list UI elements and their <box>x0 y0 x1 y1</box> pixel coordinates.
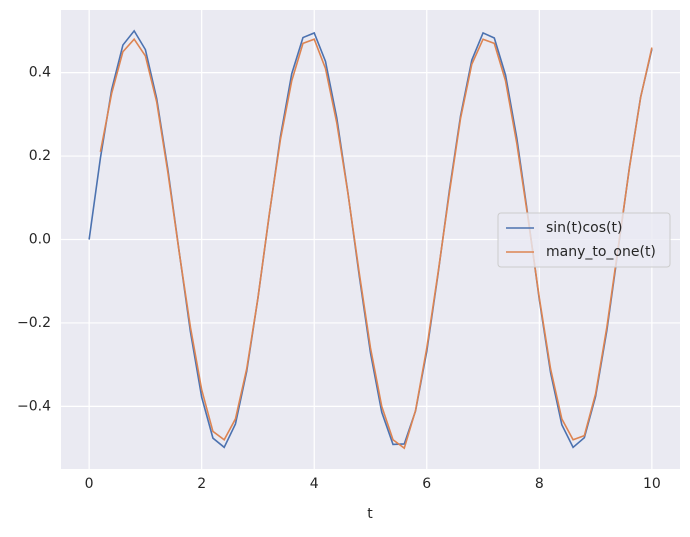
legend-label: sin(t)cos(t) <box>546 220 622 236</box>
y-tick-label: 0.0 <box>29 232 51 248</box>
x-tick-label: 10 <box>643 476 661 492</box>
x-tick-label: 8 <box>535 476 544 492</box>
legend: sin(t)cos(t) many_to_one(t) <box>497 212 671 268</box>
y-tick-label: −0.2 <box>17 315 51 331</box>
series-line <box>99 37 653 450</box>
legend-box <box>497 212 671 268</box>
y-tick-label: 0.4 <box>29 65 51 81</box>
x-axis-label: t <box>367 506 373 522</box>
x-tick-label: 2 <box>197 476 206 492</box>
y-tick-label: −0.4 <box>17 398 51 414</box>
x-tick-label: 6 <box>422 476 431 492</box>
x-tick-label: 4 <box>310 476 319 492</box>
y-tick-label: 0.2 <box>29 148 51 164</box>
x-tick-label: 0 <box>85 476 94 492</box>
legend-label: many_to_one(t) <box>546 244 656 260</box>
